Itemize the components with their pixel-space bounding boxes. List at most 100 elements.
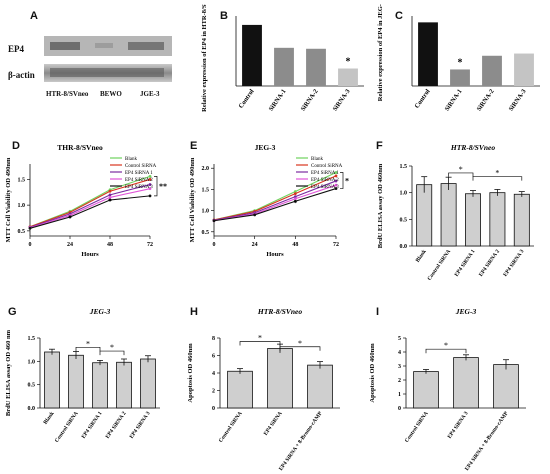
panel-label-i: I — [376, 306, 380, 318]
e-x-tick-label: 48 — [292, 242, 298, 248]
b-y-label: Relative expression of EP4 in HTR-8/SVne… — [201, 4, 208, 112]
d-y-tick-label: 1.0 — [18, 203, 26, 209]
i-y-label: Apoptosis OD 460nm — [369, 343, 376, 403]
f-significance-star: * — [459, 165, 463, 174]
g-y-tick-label: 1.0 — [28, 359, 36, 365]
h-significance-star: * — [258, 334, 262, 343]
e-series-point — [334, 179, 338, 183]
g-bar — [116, 361, 132, 409]
c-bar — [418, 22, 438, 86]
chart-h: HTR-8/SVneo 0 2 4 6 8 Apoptosis OD 460nm Contro… — [187, 307, 340, 472]
d-series-point — [148, 183, 152, 186]
i-y-tick-label: 0 — [398, 406, 401, 412]
chart-c: Relative expression of EP4 in JEG-3 Contr… — [377, 4, 540, 113]
panel-label-d: D — [12, 140, 20, 152]
i-y-tick-label: 1 — [398, 392, 401, 398]
g-bar — [68, 354, 84, 409]
e-legend-label: EP4 SiRNA 3 — [311, 185, 339, 190]
e-series-point — [293, 195, 297, 199]
d-series-point — [108, 198, 112, 202]
f-title: HTR-8/SVneo — [450, 143, 495, 152]
h-y-tick-label: 0 — [212, 406, 215, 412]
h-bar — [267, 348, 293, 409]
panel-label-e: E — [190, 140, 198, 152]
h-y-tick-label: 2 — [212, 389, 215, 395]
chart-f: HTR-8/SVneo 0.0 0.5 1.0 1.5 BrdU ELISA assay … — [377, 143, 534, 282]
b-bar — [242, 24, 262, 87]
g-category-label: EP4 SiRNA 3 — [129, 411, 152, 440]
f-significance-bracket — [472, 176, 523, 181]
c-bar — [482, 55, 502, 86]
blot-ep4-band-2 — [95, 43, 113, 48]
h-y-tick-label: 4 — [212, 371, 215, 377]
chart-g: JEG-3 0.0 0.5 1.0 1.5 BrdU ELISA assay OD 460… — [5, 307, 160, 444]
panel-label-b: B — [220, 10, 228, 22]
h-bar — [227, 370, 253, 409]
d-series-line — [29, 188, 151, 229]
e-legend-label: EP4 SiRNA 1 — [311, 171, 339, 176]
h-category-label: EP4 SiRNA + 8-Bromo-cAMP — [278, 410, 324, 472]
e-y-tick-label: 0.5 — [202, 230, 210, 236]
d-series-point — [148, 178, 152, 181]
f-category-label: EP4 SiRNA 3 — [502, 249, 525, 278]
c-category-label: SiRNA-1 — [444, 88, 464, 112]
blot-lane-1: HTR-8/SVneo — [46, 90, 89, 98]
blot-label-actin: β-actin — [8, 70, 35, 80]
blot-ep4-band-3 — [128, 42, 164, 50]
f-category-label: EP4 SiRNA 1 — [454, 249, 477, 278]
f-bar — [465, 193, 481, 247]
d-y-label: MTT Cell Viability OD 490nm — [5, 157, 12, 242]
d-y-tick-label: 1.5 — [18, 177, 26, 183]
e-significance-star: * — [345, 177, 349, 186]
g-bar — [44, 351, 60, 409]
g-significance-bracket — [99, 350, 125, 356]
e-series-point — [334, 183, 338, 187]
f-y-tick-label: 1.5 — [400, 164, 408, 170]
c-bar — [450, 69, 470, 86]
f-bar — [489, 192, 506, 247]
g-significance-star: * — [86, 339, 90, 348]
f-significance-star: * — [495, 169, 499, 178]
d-x-tick-label: 48 — [107, 242, 113, 248]
e-series-line — [213, 175, 337, 221]
i-significance-star: * — [444, 341, 448, 350]
chart-d: THR-8/SVneo 0.5 1.0 1.5 0 24 48 72 Hours MTT Cell… — [5, 143, 167, 258]
c-category-label: SiRNA-3 — [508, 88, 528, 113]
d-series-point — [148, 174, 152, 178]
f-category-label: Control SiRNA — [427, 249, 453, 282]
e-series-point — [293, 190, 297, 193]
c-significance-star: * — [458, 57, 463, 68]
d-series-line — [29, 195, 151, 229]
g-y-label: BrdU ELISA assay OD 460 nm — [5, 329, 12, 416]
f-category-label: Blank — [415, 248, 429, 264]
d-x-tick-label: 24 — [67, 242, 73, 248]
d-series-line — [29, 184, 151, 228]
i-bar — [493, 364, 519, 409]
h-y-tick-label: 6 — [212, 354, 215, 360]
d-series-point — [68, 215, 72, 219]
e-legend-label: Blank — [311, 157, 323, 162]
i-y-tick-label: 4 — [398, 350, 401, 356]
d-significance-star: * — [108, 197, 112, 206]
panel-label-g: G — [8, 306, 17, 318]
e-series-point — [293, 192, 297, 196]
e-y-tick-label: 2.0 — [202, 166, 210, 172]
e-series-line — [213, 180, 337, 221]
f-category-label: EP4 SiRNA 2 — [478, 249, 501, 278]
h-y-tick-label: 8 — [212, 336, 215, 342]
d-series-point — [28, 226, 32, 230]
g-significance-star: * — [110, 343, 114, 352]
e-x-tick-label: 0 — [213, 242, 216, 248]
g-significance-bracket — [75, 346, 101, 352]
b-category-label: SiRNA-1 — [268, 88, 288, 112]
h-category-label: Control SiRNA — [218, 411, 244, 444]
c-y-label: Relative expression of EP4 in JEG-3 — [377, 4, 384, 101]
e-y-tick-label: 1.5 — [202, 187, 210, 193]
e-x-tick-label: 24 — [252, 242, 258, 248]
e-series-point — [293, 199, 297, 203]
d-y-tick-label: 0.5 — [18, 229, 26, 235]
panel-label-h: H — [190, 306, 198, 318]
d-significance-star: ** — [159, 182, 167, 191]
g-y-tick-label: 1.5 — [28, 336, 36, 342]
e-x-label: Hours — [266, 251, 284, 258]
